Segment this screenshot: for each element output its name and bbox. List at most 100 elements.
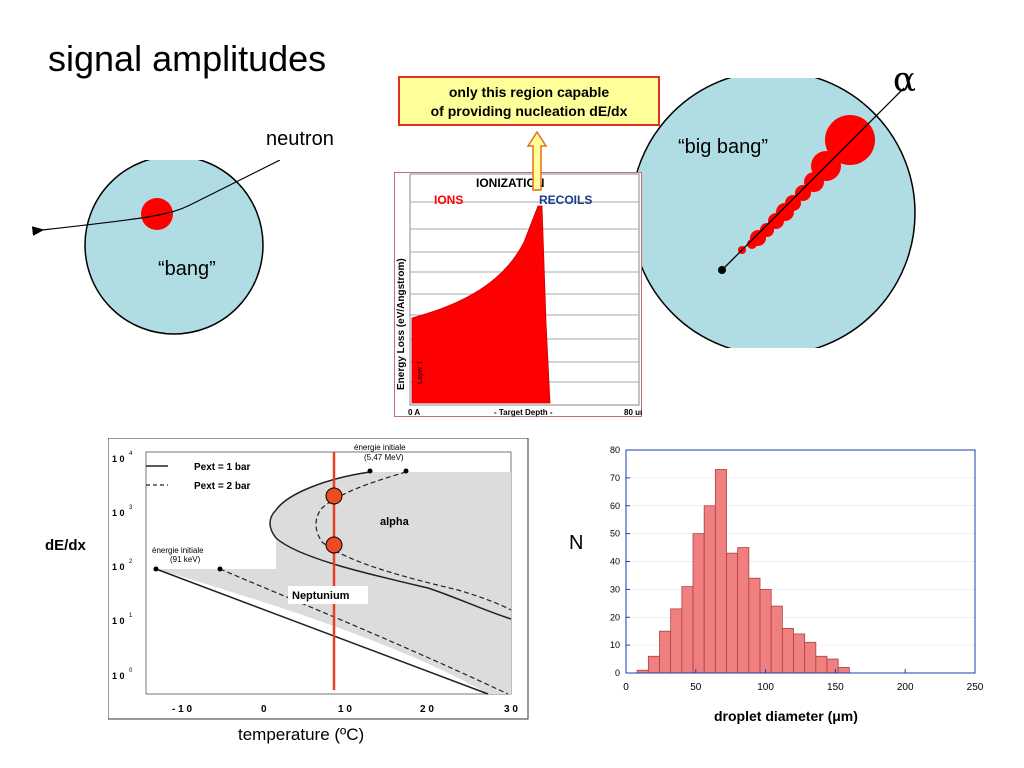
big-bang-droplet (630, 78, 916, 348)
bang-label: “bang” (158, 258, 216, 280)
y-tick: 1 0 (112, 671, 125, 681)
alpha-track (721, 87, 905, 271)
neptunium-region-label: Neptunium (292, 590, 350, 602)
srim-layer-label: Layer 1 (417, 361, 424, 384)
histogram-bar (770, 605, 783, 674)
alpha-start-1bar-dot (367, 468, 373, 474)
bang-bubble (141, 198, 173, 230)
x-tick: 1 0 (338, 704, 352, 715)
alpha-symbol: α (893, 60, 916, 100)
y-tick-exponent: 0 (129, 668, 133, 674)
srim-recoils-label: RECOILS (539, 193, 592, 207)
phase-diagram: Pext = 1 bar Pext = 2 bar 1 0 1 0 1 0 1 … (108, 438, 529, 720)
histogram-bar (681, 586, 694, 674)
np-start-2bar-dot (217, 566, 223, 572)
x-tick: 2 0 (420, 704, 434, 715)
y-tick-exponent: 1 (129, 613, 133, 619)
y-tick-exponent: 2 (129, 559, 133, 565)
histogram-y-tick-label: 0 (615, 668, 620, 678)
bubble-chain (738, 115, 875, 254)
histogram-y-tick-label: 30 (610, 584, 620, 594)
histogram-x-tick-label: 250 (967, 682, 984, 693)
histogram-y-tick-label: 80 (610, 445, 620, 455)
crossing-marker-lower (325, 536, 343, 554)
x-tick: - 1 0 (172, 704, 192, 715)
droplet-histogram: 0 10 20 30 40 50 60 70 80 0 50 100 150 200 250 (610, 445, 984, 693)
srim-title: IONIZATION (476, 176, 544, 190)
histogram-y-tick-label: 70 (610, 473, 620, 483)
histogram-y-tick-label: 50 (610, 529, 620, 539)
alpha-energy-label-2: (5,47 MeV) (364, 453, 404, 462)
histogram-x-tick-label: 100 (757, 682, 774, 693)
histogram-bar (703, 505, 716, 674)
bang-droplet-diagram (31, 160, 280, 335)
legend-2bar: Pext = 2 bar (194, 481, 251, 492)
np-energy-label-2: (91 keV) (170, 555, 201, 564)
neptunium-curve-1bar (155, 568, 489, 695)
histogram-bar (759, 588, 772, 674)
neutron-label: neutron (266, 128, 334, 150)
histogram-bar (793, 633, 806, 674)
histogram-y-tick-label: 60 (610, 501, 620, 511)
np-energy-label-1: énergie initiale (152, 546, 204, 555)
histogram-x-tick-label: 0 (623, 682, 629, 693)
histogram-bar (804, 641, 817, 674)
srim-x-start: 0 A (408, 408, 420, 417)
nucleation-callout: only this region capable of providing nu… (398, 76, 660, 126)
histogram-x-tick-label: 150 (827, 682, 844, 693)
srim-x-end: 80 um (624, 408, 642, 417)
histogram-bar (659, 630, 672, 674)
np-start-1bar-dot (153, 566, 159, 572)
histogram-y-tick-label: 10 (610, 640, 620, 650)
histogram-x-tick-label: 200 (897, 682, 914, 693)
callout-arrow (526, 130, 548, 191)
histogram-y-tick-label: 40 (610, 557, 620, 567)
histogram-y-axis-label: N (569, 532, 584, 554)
callout-line-2: of providing nucleation dE/dx (430, 103, 628, 119)
crossing-marker-upper (325, 487, 343, 505)
histogram-bar (781, 627, 794, 674)
histogram-y-tick-label: 20 (610, 612, 620, 622)
page-title: signal amplitudes (48, 38, 327, 79)
alpha-origin-dot (718, 266, 726, 274)
legend-1bar: Pext = 1 bar (194, 462, 251, 473)
callout-line-1: only this region capable (448, 84, 610, 100)
alpha-region-label: alpha (380, 516, 410, 528)
neutron-track (31, 160, 280, 236)
histogram-bar (714, 469, 727, 674)
phase-y-axis-label: dE/dx (45, 537, 86, 554)
ionization-plot: IONIZATION IONS RECOILS Energy Loss (eV/… (394, 172, 642, 417)
histogram-bar (647, 655, 660, 674)
histogram-bar (815, 655, 828, 674)
alpha-curve-1bar (269, 471, 512, 620)
x-tick: 0 (261, 704, 267, 715)
histogram-bar (826, 658, 839, 674)
srim-ions-label: IONS (434, 193, 463, 207)
x-tick: 3 0 (504, 704, 518, 715)
histogram-bar (737, 547, 750, 674)
y-tick: 1 0 (112, 508, 125, 518)
y-tick: 1 0 (112, 616, 125, 626)
alpha-start-2bar-dot (403, 468, 409, 474)
ions-energy-loss-area (411, 205, 551, 404)
histogram-ticks: 0 10 20 30 40 50 60 70 80 0 50 100 150 200 250 (610, 445, 984, 693)
histogram-bar (670, 608, 683, 674)
histogram-x-tick-label: 50 (690, 682, 702, 693)
phase-x-axis-label: temperature (ºC) (238, 725, 365, 744)
srim-y-axis-label: Energy Loss (eV/Angstrom) (396, 258, 407, 390)
histogram-bars (636, 469, 850, 674)
histogram-bar (837, 667, 850, 674)
histogram-bar (726, 552, 739, 674)
big-bang-label: “big bang” (678, 136, 769, 158)
histogram-bar (692, 533, 705, 674)
alpha-energy-label-1: énergie initiale (354, 443, 406, 452)
histogram-bar (748, 577, 761, 674)
bang-droplet (84, 160, 264, 335)
big-bang-droplet-diagram (630, 78, 916, 348)
y-tick-exponent: 3 (129, 505, 133, 511)
srim-x-axis-label: - Target Depth - (494, 408, 553, 417)
y-tick-exponent: 4 (129, 451, 133, 457)
y-tick: 1 0 (112, 454, 125, 464)
y-tick: 1 0 (112, 562, 125, 572)
histogram-x-axis-label: droplet diameter (μm) (714, 708, 858, 724)
